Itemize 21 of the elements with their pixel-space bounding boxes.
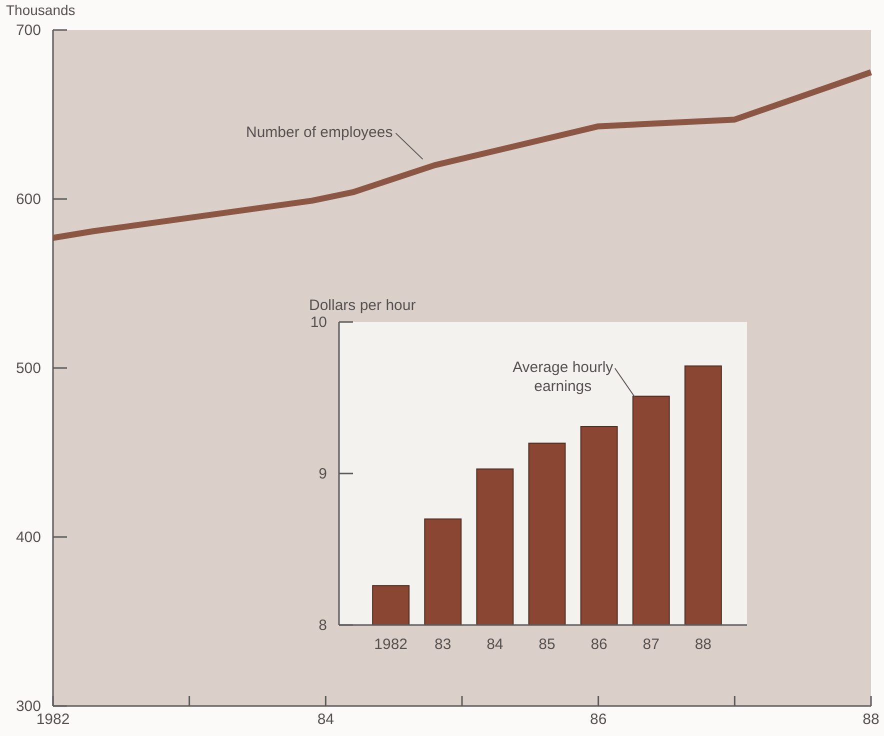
text: Number of employees <box>246 124 393 142</box>
y-tick-label: 600 <box>16 191 41 208</box>
x-tick-label: 84 <box>317 711 334 728</box>
y-tick-label: 8 <box>318 617 327 634</box>
y-tick-label: 500 <box>16 360 41 377</box>
x-tick-label: 87 <box>642 636 660 653</box>
y-axis-title: Thousands <box>6 2 76 18</box>
x-tick-label: 88 <box>862 711 880 728</box>
y-tick-label: 9 <box>318 466 327 482</box>
y-tick-label: 10 <box>310 314 327 331</box>
series-label: Average hourly earnings <box>512 359 614 396</box>
x-tick-label: 85 <box>538 636 556 653</box>
y-axis-title: Dollars per hour <box>309 297 416 314</box>
x-tick-label: 86 <box>590 711 607 728</box>
y-tick-label: 700 <box>16 22 41 39</box>
x-tick-label: 84 <box>486 636 504 653</box>
x-tick-label: 88 <box>694 636 712 653</box>
x-tick-label: 1982 <box>374 636 408 653</box>
x-tick-label: 86 <box>590 636 608 653</box>
x-tick-label: 83 <box>434 636 452 653</box>
y-tick-label: 400 <box>16 529 41 546</box>
